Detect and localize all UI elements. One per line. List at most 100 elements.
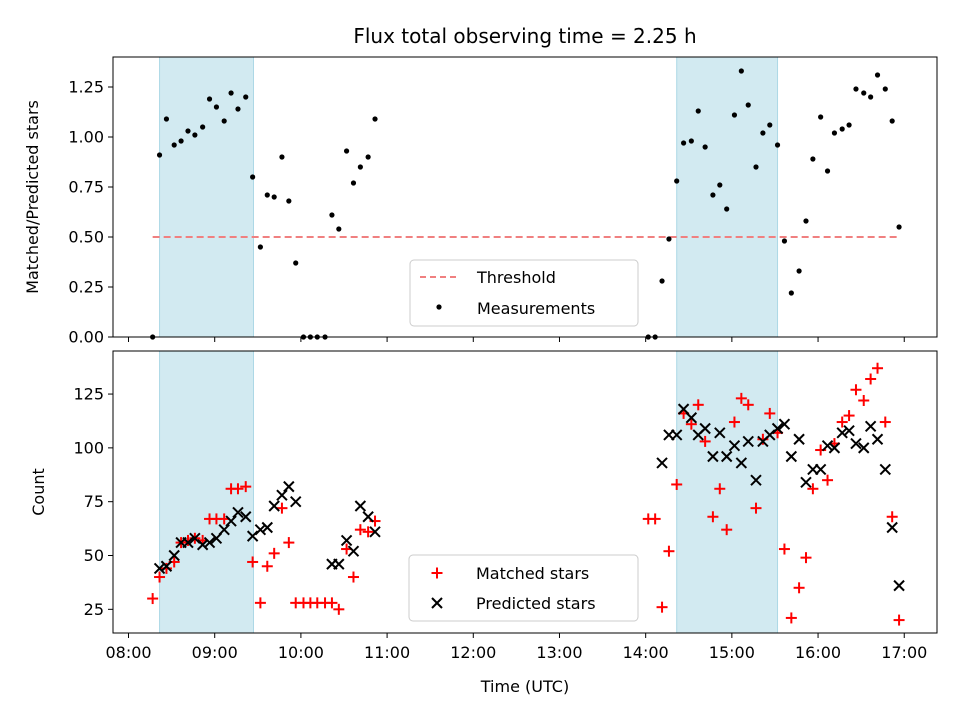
predicted-star-point bbox=[785, 450, 798, 463]
matched-star-point bbox=[800, 552, 812, 564]
measurement-point bbox=[178, 138, 184, 144]
measurement-point bbox=[350, 180, 357, 186]
legend-predicted-label: Predicted stars bbox=[476, 594, 596, 613]
measurement-point bbox=[228, 90, 234, 96]
bottom-y-tick-label: 50 bbox=[84, 546, 104, 565]
matched-star-point bbox=[283, 537, 295, 549]
matched-star-point bbox=[807, 483, 819, 495]
x-tick-label: 08:00 bbox=[105, 643, 151, 662]
matched-star-point bbox=[879, 416, 891, 428]
legend-predicted-marker bbox=[431, 597, 443, 609]
measurement-point bbox=[710, 192, 716, 198]
measurement-point bbox=[745, 102, 751, 108]
measurement-point bbox=[293, 260, 299, 266]
matched-star-point bbox=[649, 513, 661, 525]
predicted-star-point bbox=[843, 424, 855, 437]
top-x-ticks bbox=[128, 337, 905, 342]
measurement-point bbox=[243, 94, 249, 100]
predicted-star-point bbox=[261, 521, 273, 534]
measurement-point bbox=[680, 140, 687, 146]
measurement-point bbox=[264, 192, 270, 198]
bottom-legend: Matched stars Predicted stars bbox=[408, 554, 639, 622]
x-tick-label: 12:00 bbox=[450, 643, 496, 662]
matched-star-point bbox=[728, 416, 740, 428]
matched-star-point bbox=[261, 560, 273, 572]
x-tick-label: 15:00 bbox=[709, 643, 755, 662]
predicted-star-point bbox=[735, 457, 748, 469]
matched-star-point bbox=[785, 612, 797, 624]
measurement-point bbox=[818, 114, 824, 120]
matched-star-point bbox=[822, 474, 834, 486]
legend-matched-label: Matched stars bbox=[476, 564, 589, 583]
matched-star-point bbox=[699, 435, 711, 447]
measurement-point bbox=[724, 206, 730, 212]
measurement-point bbox=[257, 244, 263, 250]
matched-star-point bbox=[764, 407, 776, 419]
matched-star-point bbox=[354, 524, 366, 536]
predicted-star-point bbox=[728, 440, 741, 452]
matched-star-point bbox=[254, 597, 266, 609]
matched-star-point bbox=[268, 547, 280, 559]
measurement-point bbox=[286, 198, 292, 204]
top-axes-frame bbox=[112, 56, 938, 338]
legend-matched-marker bbox=[431, 567, 443, 579]
measurement-points bbox=[150, 68, 902, 340]
matched-star-point bbox=[154, 571, 166, 583]
predicted-star-point bbox=[218, 523, 230, 536]
predicted-star-point bbox=[814, 463, 827, 476]
predicted-star-point bbox=[268, 500, 280, 512]
predicted-star-point bbox=[196, 539, 209, 551]
measurement-point bbox=[767, 122, 773, 128]
measurement-point bbox=[868, 94, 874, 100]
measurement-point bbox=[702, 144, 708, 150]
measurement-point bbox=[185, 128, 191, 134]
matched-star-point bbox=[843, 410, 855, 422]
top-y-tick-label: 0.25 bbox=[68, 278, 104, 297]
measurement-point bbox=[235, 106, 241, 112]
measurement-point bbox=[250, 174, 256, 180]
measurement-point bbox=[760, 130, 766, 136]
predicted-star-point bbox=[153, 562, 166, 575]
predicted-star-point bbox=[168, 549, 180, 562]
matched-star-point bbox=[671, 478, 683, 490]
top-y-tick-label: 0.50 bbox=[68, 228, 104, 247]
predicted-star-point bbox=[864, 420, 877, 433]
measurement-point bbox=[156, 152, 163, 158]
x-tick-label: 13:00 bbox=[536, 643, 582, 662]
count-points bbox=[147, 362, 905, 626]
top-panel: 0.00 0.25 0.50 0.75 1.00 1.25 Matched/Predict… bbox=[23, 56, 938, 347]
top-y-tick-label: 1.00 bbox=[68, 128, 104, 147]
measurement-point bbox=[666, 236, 672, 242]
matched-star-point bbox=[333, 603, 345, 615]
shaded-interval bbox=[676, 56, 779, 338]
measurement-point bbox=[688, 138, 694, 144]
chart-title: Flux total observing time = 2.25 h bbox=[353, 24, 696, 48]
measurement-point bbox=[803, 218, 809, 224]
measurement-point bbox=[372, 116, 378, 122]
predicted-star-point bbox=[850, 437, 862, 450]
bottom-y-axis-label: Count bbox=[29, 468, 48, 516]
measurement-point bbox=[731, 112, 738, 118]
matched-star-point bbox=[685, 418, 697, 430]
legend-plus-marker bbox=[431, 567, 443, 579]
measurement-point bbox=[853, 86, 859, 92]
predicted-star-point bbox=[771, 422, 784, 435]
top-y-axis: 0.00 0.25 0.50 0.75 1.00 1.25 bbox=[68, 78, 113, 347]
predicted-star-point bbox=[800, 476, 812, 489]
measurement-point bbox=[365, 154, 371, 160]
matched-star-point bbox=[232, 483, 244, 495]
matched-star-point bbox=[850, 384, 862, 396]
matched-star-point bbox=[160, 562, 172, 574]
measurement-point bbox=[357, 164, 363, 170]
bottom-legend-box bbox=[408, 554, 639, 622]
predicted-star-point bbox=[203, 536, 216, 549]
measurement-point bbox=[788, 290, 794, 296]
top-y-axis-label: Matched/Predicted stars bbox=[23, 100, 42, 294]
legend-threshold-label: Threshold bbox=[476, 268, 556, 287]
measurement-point bbox=[889, 118, 895, 124]
matched-star-point bbox=[692, 399, 704, 411]
measurement-point bbox=[882, 86, 888, 92]
predicted-star-point bbox=[720, 450, 733, 463]
x-tick-label: 14:00 bbox=[623, 643, 669, 662]
measurement-point bbox=[200, 124, 206, 130]
